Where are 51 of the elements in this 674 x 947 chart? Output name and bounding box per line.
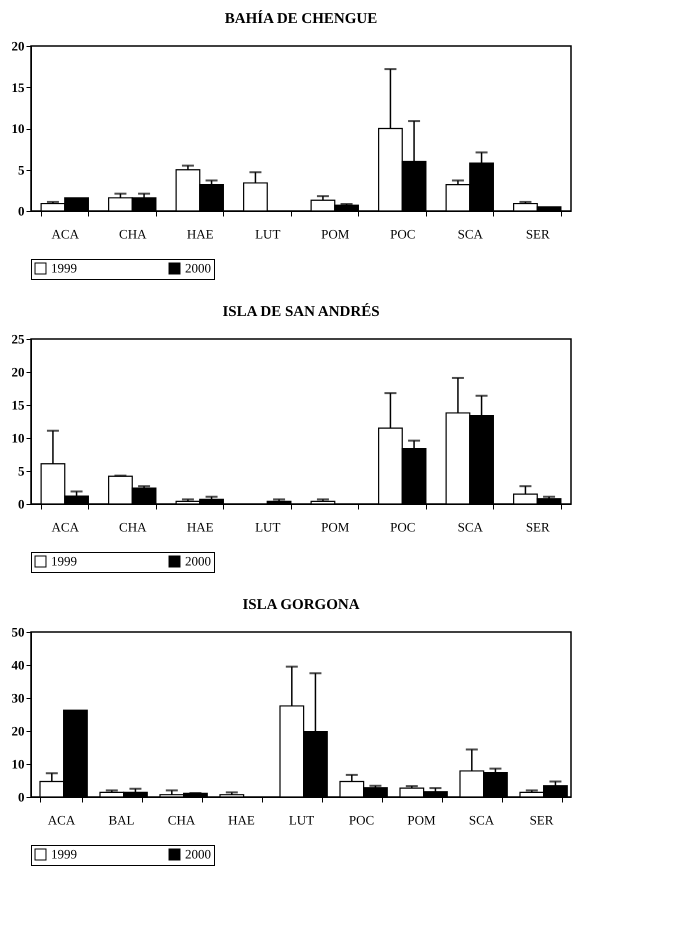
y-tick-label: 20 [12, 364, 24, 380]
x-tick-label: ACA [52, 226, 80, 242]
x-tick-label: HAE [228, 812, 255, 828]
x-tick-label: POM [407, 812, 436, 828]
x-tick-label: LUT [288, 812, 314, 828]
legend-label: 2000 [185, 260, 211, 276]
x-tick-label: CHA [168, 812, 196, 828]
x-tick-label: SER [530, 812, 554, 828]
x-tick-label: SCA [458, 226, 484, 242]
y-tick-label: 15 [12, 80, 25, 95]
legend-label: 1999 [51, 846, 77, 862]
x-tick-label: LUT [255, 226, 280, 242]
y-tick-label: 25 [12, 332, 25, 346]
y-tick-label: 5 [18, 464, 25, 478]
x-tick-label: POM [321, 520, 350, 534]
y-tick-label: 20 [12, 724, 24, 738]
x-tick-label: SCA [458, 520, 484, 534]
x-tick-label: HAE [186, 226, 214, 242]
y-tick-label: 0 [18, 204, 24, 218]
y-tick-label: 0 [18, 496, 24, 512]
y-tick-label: 50 [12, 624, 24, 640]
chart-title: BAHÍA DE CHENGUE [224, 10, 378, 27]
x-tick-label: POC [348, 812, 374, 828]
x-tick-label: ACA [48, 812, 76, 828]
legend-label: 2000 [185, 846, 211, 862]
y-tick-label: 30 [12, 690, 24, 706]
x-tick-label: SCA [468, 812, 495, 828]
y-tick-label: 10 [12, 430, 24, 446]
x-tick-label: POM [321, 226, 350, 242]
y-tick-label: 10 [12, 121, 24, 136]
x-tick-label: BAL [108, 812, 135, 828]
x-tick-label: POC [390, 226, 416, 242]
legend-label: 2000 [185, 554, 211, 569]
chart-title: ISLA GORGONA [242, 597, 360, 613]
x-tick-label: SER [526, 226, 550, 242]
x-tick-label: POC [390, 520, 416, 534]
legend-label: 1999 [51, 554, 77, 569]
y-tick-label: 15 [12, 398, 25, 412]
legend-label: 1999 [51, 260, 77, 276]
y-tick-label: 10 [12, 756, 24, 772]
x-tick-label: HAE [186, 520, 214, 534]
x-tick-label: CHA [119, 226, 148, 242]
x-tick-label: SER [526, 520, 550, 534]
chart-title: ISLA DE SAN ANDRÉS [222, 303, 380, 320]
x-tick-label: LUT [255, 520, 280, 534]
x-tick-label: ACA [52, 520, 80, 534]
y-tick-label: 40 [12, 658, 24, 672]
y-tick-label: 5 [18, 162, 25, 178]
y-tick-label: 20 [12, 38, 24, 54]
x-tick-label: CHA [119, 520, 148, 534]
y-tick-label: 0 [18, 790, 24, 804]
